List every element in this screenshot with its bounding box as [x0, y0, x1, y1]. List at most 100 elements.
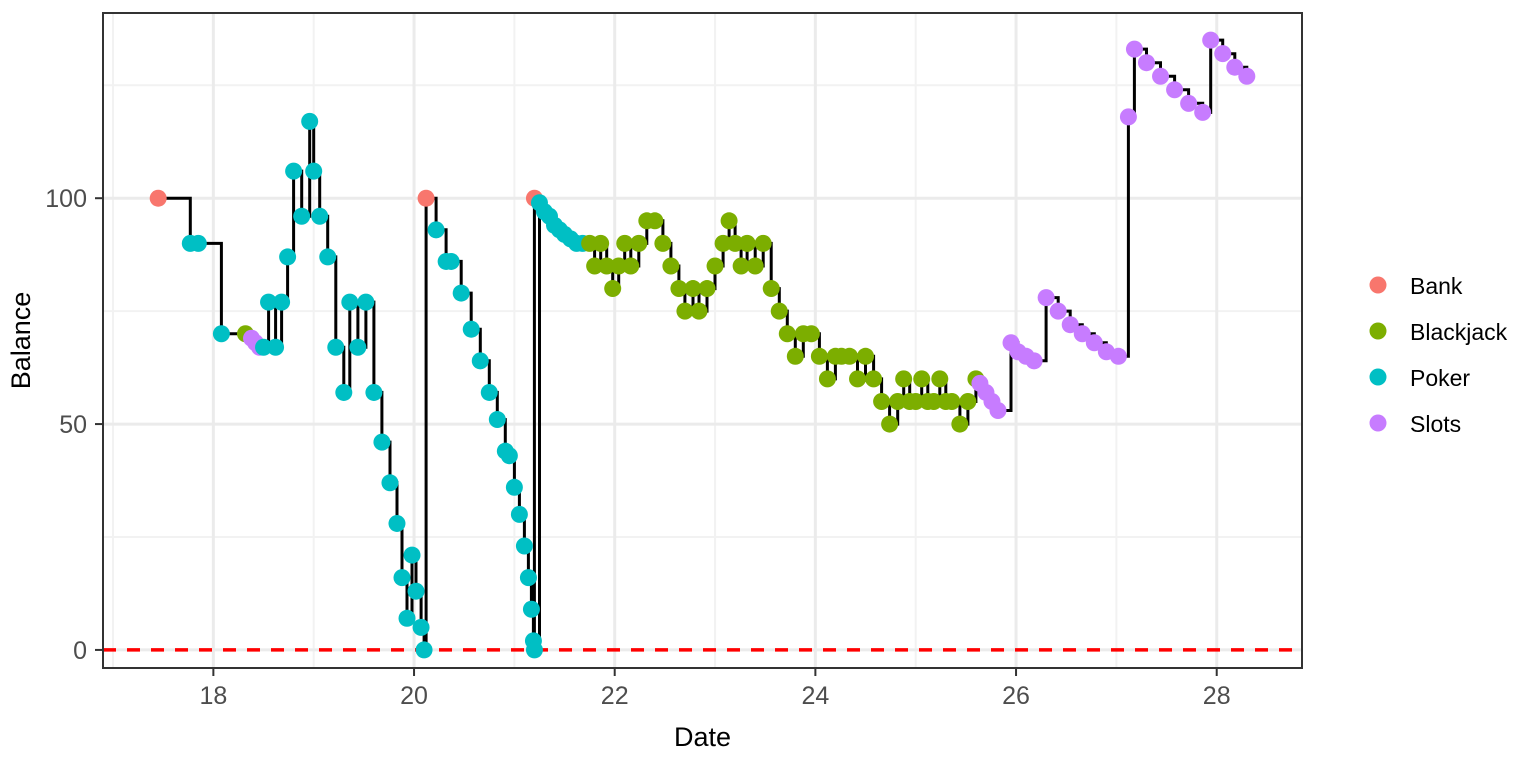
legend-key-bank[interactable] — [1369, 276, 1387, 294]
data-point-poker — [212, 325, 230, 343]
data-point-blackjack — [881, 415, 899, 433]
data-point-slots — [1202, 31, 1220, 49]
data-point-blackjack — [622, 257, 640, 275]
legend-key-slots[interactable] — [1369, 414, 1387, 432]
data-point-blackjack — [762, 280, 780, 298]
data-point-poker — [510, 505, 528, 523]
data-point-slots — [1226, 58, 1244, 76]
data-point-poker — [452, 284, 470, 302]
data-point-bank — [417, 189, 435, 207]
x-tick-label: 22 — [601, 682, 629, 710]
minor-gridlines — [103, 13, 1302, 668]
data-point-blackjack — [818, 370, 836, 388]
data-point-blackjack — [951, 415, 969, 433]
x-tick-label: 26 — [1002, 682, 1030, 710]
data-point-bank — [149, 189, 167, 207]
data-point-slots — [1109, 347, 1127, 365]
data-point-blackjack — [598, 257, 616, 275]
data-point-blackjack — [690, 302, 708, 320]
data-point-blackjack — [738, 234, 756, 252]
data-point-poker — [442, 252, 460, 270]
chart-legend: Bank Blackjack Poker Slots — [1369, 273, 1508, 437]
data-point-poker — [388, 514, 406, 532]
data-point-slots — [1152, 67, 1170, 85]
legend-label-bank: Bank — [1410, 273, 1463, 299]
data-point-poker — [407, 582, 425, 600]
data-point-poker — [488, 411, 506, 429]
data-point-slots — [1238, 67, 1256, 85]
data-point-blackjack — [849, 370, 867, 388]
data-point-poker — [279, 248, 297, 266]
data-point-poker — [500, 447, 518, 465]
data-point-blackjack — [684, 280, 702, 298]
data-point-blackjack — [654, 234, 672, 252]
data-point-poker — [373, 433, 391, 451]
data-point-blackjack — [913, 370, 931, 388]
data-point-poker — [285, 162, 303, 180]
data-point-slots — [989, 402, 1007, 420]
data-point-slots — [1119, 108, 1137, 126]
legend-label-slots: Slots — [1410, 411, 1461, 437]
legend-label-poker: Poker — [1410, 365, 1470, 391]
data-point-poker — [349, 338, 367, 356]
data-point-poker — [525, 641, 543, 659]
legend-key-poker[interactable] — [1369, 368, 1387, 386]
data-point-poker — [471, 352, 489, 370]
data-point-poker — [403, 546, 421, 564]
data-point-blackjack — [840, 347, 858, 365]
data-point-poker — [505, 478, 523, 496]
legend-key-blackjack[interactable] — [1369, 322, 1387, 340]
data-point-slots — [1125, 40, 1143, 58]
data-point-poker — [462, 320, 480, 338]
data-point-blackjack — [646, 212, 664, 230]
data-point-blackjack — [592, 234, 610, 252]
data-point-slots — [1137, 54, 1155, 72]
data-point-blackjack — [810, 347, 828, 365]
data-point-blackjack — [754, 234, 772, 252]
data-point-poker — [357, 293, 375, 311]
data-point-blackjack — [889, 392, 907, 410]
data-point-slots — [1194, 103, 1212, 121]
data-point-poker — [365, 383, 383, 401]
data-point-slots — [1214, 45, 1232, 63]
data-point-blackjack — [770, 302, 788, 320]
data-point-slots — [1049, 302, 1067, 320]
data-point-poker — [415, 641, 433, 659]
data-point-blackjack — [857, 347, 875, 365]
data-point-blackjack — [802, 325, 820, 343]
data-point-poker — [255, 338, 273, 356]
axis-tick-marks — [95, 197, 1218, 676]
data-point-slots — [1166, 81, 1184, 99]
data-point-poker — [293, 207, 311, 225]
data-point-slots — [1025, 352, 1043, 370]
y-axis-tick-labels: 0 50 100 — [45, 185, 87, 665]
data-point-poker — [412, 618, 430, 636]
data-point-blackjack — [610, 257, 628, 275]
data-point-blackjack — [604, 280, 622, 298]
data-point-blackjack — [907, 392, 925, 410]
data-point-poker — [522, 600, 540, 618]
y-axis-title: Balance — [6, 292, 36, 390]
data-point-slots — [1061, 316, 1079, 334]
data-point-blackjack — [732, 257, 750, 275]
data-point-blackjack — [662, 257, 680, 275]
data-point-blackjack — [720, 212, 738, 230]
data-point-poker — [189, 234, 207, 252]
data-point-blackjack — [698, 280, 716, 298]
data-point-poker — [341, 293, 359, 311]
data-point-blackjack — [746, 257, 764, 275]
data-point-poker — [260, 293, 278, 311]
data-point-slots — [1180, 94, 1198, 112]
x-tick-label: 28 — [1203, 682, 1231, 710]
x-axis-title: Date — [674, 722, 731, 752]
x-tick-label: 20 — [400, 682, 428, 710]
data-point-poker — [480, 383, 498, 401]
data-point-blackjack — [895, 370, 913, 388]
data-point-poker — [398, 609, 416, 627]
data-point-blackjack — [786, 347, 804, 365]
data-point-poker — [305, 162, 323, 180]
data-point-blackjack — [778, 325, 796, 343]
data-point-blackjack — [616, 234, 634, 252]
